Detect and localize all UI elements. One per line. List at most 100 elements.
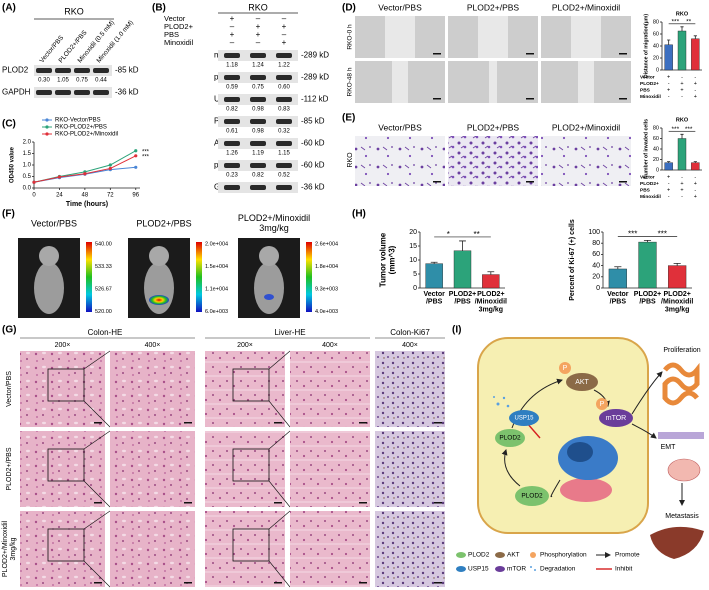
blot-background: [34, 87, 112, 98]
legend-label: PLOD2: [468, 552, 490, 559]
blot-band: [250, 119, 266, 124]
bar: [425, 263, 443, 289]
treatment-sign: +: [282, 22, 287, 31]
micrograph: [375, 511, 445, 587]
colorbar-label: 6.0e+003: [205, 309, 228, 315]
treatment-sign: +: [256, 30, 261, 39]
colorbar-label: 1.1e+004: [205, 286, 228, 292]
legend-swatch: [530, 566, 532, 568]
treatment-sign: +: [230, 30, 235, 39]
significance: ***: [142, 154, 150, 160]
y-tick-label: 80: [653, 19, 659, 25]
treatment-sign: +: [667, 87, 670, 93]
colorbar-label: 526.67: [95, 286, 112, 292]
y-axis-label: Distance of migration(μm): [643, 14, 649, 79]
treatment-sign: +: [282, 38, 287, 47]
group-header: Liver-HE: [274, 328, 305, 337]
blot-band: [250, 97, 266, 102]
error-bar: [680, 26, 684, 31]
zoom-box: [47, 368, 85, 402]
series-line: [33, 150, 137, 183]
scale-bar: [434, 502, 442, 504]
group-header: Colon-HE: [88, 328, 123, 337]
significance: ***: [672, 19, 680, 26]
micrograph: [110, 431, 195, 507]
row-label: RKO-0 h: [347, 24, 354, 50]
legend-label: RKO-PLOD2+/Minoxidil: [55, 132, 118, 138]
treatment-sign: +: [256, 22, 261, 31]
y-axis-label: Number of invaded cells: [643, 119, 649, 179]
outcome-label: Proliferation: [663, 347, 700, 354]
blot-label: PLOD2: [2, 66, 29, 75]
micrograph: [290, 431, 370, 507]
treatment-sign: +: [680, 181, 683, 187]
micrograph: [110, 351, 195, 427]
legend-label: USP15: [468, 566, 489, 573]
treatment-sign: +: [680, 187, 683, 193]
micrograph: [205, 431, 285, 507]
text-line: 3mg/kg: [10, 537, 17, 560]
colorbar-label: 1.8e+004: [315, 264, 338, 270]
magnification-label: 400×: [145, 342, 161, 349]
data-point: [134, 165, 138, 169]
treatment-sign: –: [282, 30, 287, 39]
plod2-shape: [495, 429, 525, 447]
blot-band: [250, 75, 266, 80]
y-tick-label: 1.0: [23, 163, 32, 169]
error-bar: [643, 240, 652, 243]
zoom-box: [47, 448, 85, 482]
blot-band: [276, 53, 292, 58]
chart-title: RKO: [676, 11, 689, 17]
data-point: [134, 154, 138, 158]
micrograph: [205, 351, 285, 427]
error-bar: [667, 161, 671, 163]
treatment-label: PLOD2+: [640, 181, 659, 187]
legend-swatch: [530, 552, 536, 558]
band-quantification: 0.59: [226, 85, 238, 91]
legend-swatch: [534, 569, 536, 571]
treatment-sign: +: [680, 81, 683, 87]
zoom-line: [83, 430, 111, 450]
legend-label: mTOR: [507, 566, 526, 573]
zoom-line: [83, 560, 111, 588]
outcome-label: Metastasis: [665, 513, 699, 520]
blot-band: [224, 119, 240, 124]
significance: ***: [672, 126, 680, 133]
panel-letter: (G): [2, 325, 16, 336]
row-label: RKO: [347, 152, 354, 168]
mechanism-diagram: P AKT USP15 P mTOR PLOD2 PLOD2 Prolifera…: [456, 337, 704, 573]
colorbar-label: 9.3e+003: [315, 286, 338, 292]
text-line: (mm^3): [388, 245, 397, 274]
x-tick-label: 48: [82, 193, 89, 199]
blot-band: [250, 141, 266, 146]
usp15-shape: [509, 410, 539, 426]
scale-bar: [184, 422, 192, 424]
blot-band: [93, 68, 109, 73]
treatment-label: Minoxidil: [640, 94, 661, 100]
y-tick-label: 0: [413, 285, 417, 292]
treatment-sign: -: [681, 94, 683, 100]
blot-band: [224, 141, 240, 146]
scale-bar: [184, 502, 192, 504]
phospho-shape: [559, 362, 571, 374]
outcome-label: EMT: [661, 444, 677, 451]
bar: [664, 162, 673, 171]
treatment-label: Minoxidil: [640, 194, 661, 200]
legend-marker: [45, 118, 49, 122]
legend-marker: [45, 125, 49, 129]
scale-bar: [433, 181, 441, 183]
panel-letter: (E): [342, 113, 355, 124]
scale-bar: [434, 422, 442, 424]
zoom-box: [47, 528, 85, 562]
x-tick-label: 0: [32, 193, 36, 199]
treatment-sign: -: [681, 174, 683, 180]
colorbar-label: 520.00: [95, 309, 112, 315]
blot-band: [250, 185, 266, 190]
y-tick-label: 5: [413, 271, 417, 278]
treatment-sign: +: [680, 87, 683, 93]
y-tick-label: 0: [596, 285, 600, 292]
x-tick-label: 72: [107, 193, 114, 199]
blot-band: [276, 97, 292, 102]
zoom-line: [268, 480, 291, 508]
magnification-label: 400×: [402, 342, 418, 349]
